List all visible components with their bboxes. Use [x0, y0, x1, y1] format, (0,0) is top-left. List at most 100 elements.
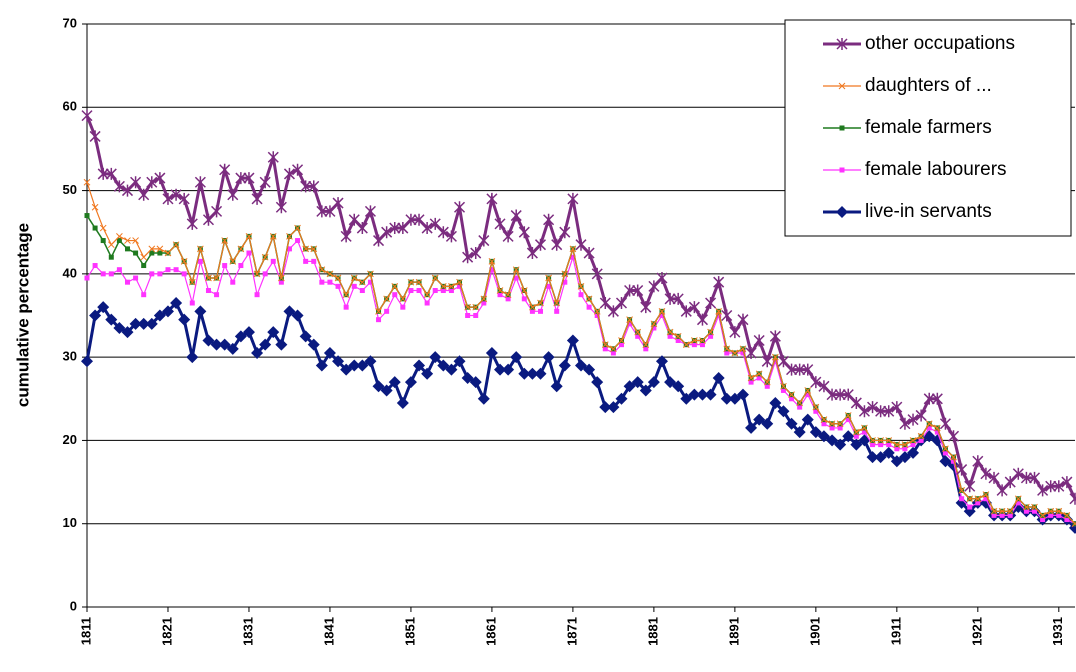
point — [357, 222, 367, 234]
point — [195, 176, 205, 188]
legend-label: female farmers — [865, 117, 992, 138]
point — [141, 263, 146, 268]
point — [260, 176, 270, 188]
point — [392, 292, 397, 297]
legend-label: female labourers — [865, 159, 1007, 180]
point — [255, 292, 260, 297]
point — [141, 292, 146, 297]
point — [616, 297, 626, 309]
legend-label: daughters of ... — [865, 75, 992, 96]
point — [246, 251, 251, 256]
point — [333, 197, 343, 209]
point — [101, 238, 106, 243]
point — [336, 284, 341, 289]
point — [109, 271, 114, 276]
point — [746, 347, 756, 359]
point — [230, 280, 235, 285]
point — [268, 151, 278, 163]
point — [949, 430, 959, 442]
point — [408, 288, 413, 293]
point — [108, 242, 114, 248]
point — [967, 505, 972, 510]
series-line — [87, 303, 1075, 528]
point — [479, 235, 489, 247]
point — [568, 193, 578, 205]
point — [365, 205, 375, 217]
point — [940, 418, 950, 430]
point — [194, 305, 206, 317]
point — [536, 239, 546, 251]
point — [139, 189, 149, 201]
point — [85, 213, 90, 218]
point — [133, 276, 138, 281]
x-tick-label: 1911 — [888, 617, 903, 645]
point — [587, 305, 592, 310]
point — [319, 280, 324, 285]
point — [182, 271, 187, 276]
point — [552, 239, 562, 251]
point — [706, 297, 716, 309]
point — [82, 110, 92, 122]
point — [384, 309, 389, 314]
legend-label: live-in servants — [865, 201, 992, 222]
y-tick-label: 50 — [63, 182, 77, 197]
x-tick-label: 1871 — [564, 617, 579, 646]
x-tick-label: 1921 — [969, 617, 984, 646]
point — [125, 280, 130, 285]
point — [511, 210, 521, 222]
point — [263, 271, 268, 276]
point — [341, 230, 351, 242]
x-tick-label: 1881 — [645, 617, 660, 646]
point — [90, 130, 100, 142]
point — [840, 126, 845, 131]
point — [178, 314, 190, 326]
point — [92, 204, 98, 210]
point — [959, 496, 964, 501]
point — [738, 314, 748, 326]
point — [544, 214, 554, 226]
x-tick-label: 1831 — [240, 617, 255, 646]
point — [713, 372, 725, 384]
point — [554, 309, 559, 314]
point — [495, 218, 505, 230]
point — [465, 313, 470, 318]
x-tick-label: 1861 — [483, 617, 498, 646]
point — [131, 176, 141, 188]
point — [376, 317, 381, 322]
y-tick-label: 0 — [70, 598, 77, 613]
y-tick-label: 70 — [63, 15, 77, 30]
point — [141, 254, 147, 260]
point — [238, 263, 243, 268]
point — [252, 193, 262, 205]
x-tick-label: 1811 — [78, 617, 93, 645]
y-tick-label: 30 — [63, 349, 77, 364]
point — [109, 255, 114, 260]
point — [157, 271, 162, 276]
point — [535, 368, 547, 380]
point — [303, 259, 308, 264]
point — [93, 263, 98, 268]
point — [551, 380, 563, 392]
point — [206, 288, 211, 293]
point — [705, 389, 717, 401]
point — [190, 301, 195, 306]
point — [85, 276, 90, 281]
y-tick-label: 60 — [63, 99, 77, 114]
point — [344, 305, 349, 310]
point — [311, 259, 316, 264]
point — [186, 351, 198, 363]
point — [125, 246, 130, 251]
point — [965, 480, 975, 492]
x-tick-label: 1901 — [807, 617, 822, 646]
point — [222, 263, 227, 268]
point — [641, 301, 651, 313]
point — [722, 310, 732, 322]
point — [425, 301, 430, 306]
point — [101, 271, 106, 276]
point — [473, 313, 478, 318]
point — [560, 226, 570, 238]
point — [538, 309, 543, 314]
point — [840, 168, 845, 173]
